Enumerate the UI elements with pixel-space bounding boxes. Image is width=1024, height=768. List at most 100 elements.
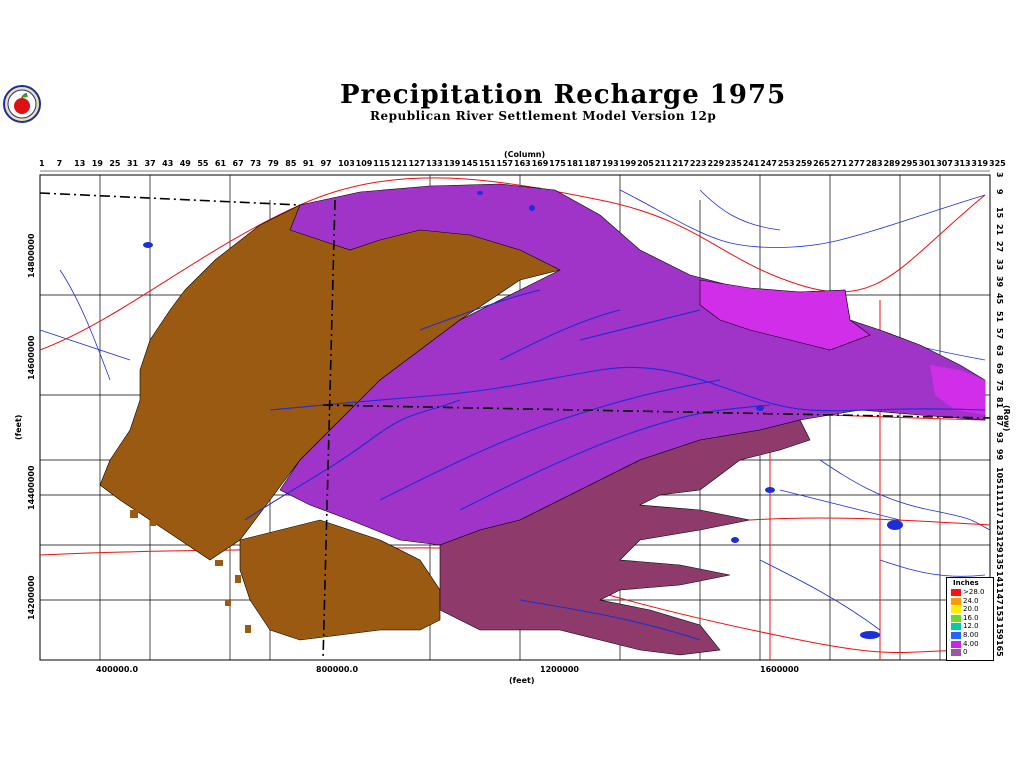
column-tick-label: 91 [302,159,315,168]
sparse-cells [130,510,353,633]
row-tick-label: 111 [995,484,1004,501]
column-tick-label: 49 [179,159,191,168]
row-tick-label: 105 [995,466,1004,484]
column-tick-label: 199 [619,159,637,168]
column-tick-label: 241 [742,159,760,168]
row-tick-label: 39 [995,276,1004,288]
column-tick-label: 307 [936,159,953,168]
legend-item: 0 [951,648,991,657]
column-tick-label: 157 [496,159,514,168]
row-tick-label: 135 [995,553,1004,571]
column-tick-label: 265 [813,159,830,168]
column-tick-label: 151 [478,159,496,168]
column-tick-label: 175 [549,159,566,168]
column-tick-label: 37 [144,159,156,168]
y-tick-label: 14200000 [27,575,36,620]
column-tick-label: 43 [162,159,174,168]
column-tick-label: 133 [426,159,443,168]
x-tick-label: 800000.0 [316,665,359,674]
row-tick-label: 159 [995,622,1004,640]
column-tick-label: 325 [989,159,1006,168]
column-tick-label: 109 [355,159,373,168]
page-subtitle: Republican River Settlement Model Versio… [370,109,717,123]
row-tick-label: 51 [995,310,1004,322]
column-tick-label: 247 [760,159,777,168]
legend-label: 8.00 [963,631,979,639]
legend-label: 16.0 [963,613,979,622]
legend-label: 0 [963,648,968,657]
apple-icon [3,85,41,123]
legend-swatch [951,632,961,639]
row-tick-label: 63 [995,345,1004,357]
legend-swatch [951,649,961,657]
row-tick-label: 21 [995,224,1004,236]
legend-label: >28.0 [963,588,985,596]
row-tick-label: 117 [995,501,1004,519]
legend-item: 8.00 [951,631,991,640]
row-tick-label: 129 [995,536,1004,553]
column-tick-label: 55 [197,159,209,168]
column-axis-title: (Column) [504,150,546,159]
legend: Inches >28.0 24.0 20.0 16.0 12.0 8.00 4.00 0 [946,577,994,661]
column-tick-label: 205 [637,159,654,168]
recharge-zone-magenta [699,279,871,351]
legend-item: 24.0 [951,597,991,606]
row-tick-label: 165 [995,640,1004,657]
column-tick-label: 67 [232,159,244,168]
y-tick-label: 14800000 [27,233,36,278]
column-tick-label: 277 [848,159,865,168]
column-tick-label: 223 [689,159,707,168]
legend-swatch [951,606,961,614]
row-tick-label: 3 [995,172,1004,178]
column-tick-label: 97 [320,159,332,168]
column-tick-label: 217 [672,159,690,168]
column-tick-label: 61 [214,159,227,168]
row-tick-label: 87 [995,414,1004,426]
column-tick-label: 121 [390,159,408,168]
column-tick-label: 259 [795,159,813,168]
recharge-zone-plum [439,419,811,656]
column-tick-label: 283 [865,159,883,168]
legend-swatch [951,589,961,596]
column-tick-label: 25 [109,159,121,168]
row-tick-label: 75 [995,380,1004,392]
column-tick-label: 1 [39,159,45,168]
row-tick-label: 69 [995,362,1004,374]
row-tick-label: 15 [995,206,1004,218]
legend-label: 20.0 [963,605,979,614]
x-tick-label: 400000.0 [96,665,139,674]
legend-item: 16.0 [951,614,991,623]
row-tick-label: 57 [995,328,1004,340]
column-tick-label: 211 [654,159,672,168]
column-tick-label: 7 [56,159,63,168]
column-tick-label: 313 [953,159,971,168]
column-tick-label: 193 [601,159,619,168]
column-tick-label: 229 [707,159,725,168]
row-tick-label: 45 [995,293,1004,305]
legend-label: 12.0 [963,622,979,631]
column-tick-label: 295 [901,159,918,168]
legend-swatch [951,597,961,605]
legend-item: 4.00 [951,640,991,649]
column-tick-label: 13 [74,159,86,168]
legend-label: 4.00 [963,639,979,648]
column-tick-label: 169 [531,159,549,168]
y-axis-title: (feet) [14,414,23,440]
y-tick-label: 14600000 [27,335,36,380]
row-tick-label: 27 [995,241,1004,253]
row-tick-label: 81 [995,397,1004,409]
legend-swatch [951,623,961,631]
x-axis-title: (feet) [509,676,535,685]
column-tick-label: 79 [267,159,279,168]
column-tick-label: 145 [461,159,478,168]
column-tick-label: 127 [408,159,426,168]
column-tick-label: 271 [830,159,848,168]
y-tick-label: 14400000 [27,465,36,510]
row-tick-label: 33 [995,258,1004,270]
row-tick-label: 153 [995,605,1004,623]
column-tick-label: 85 [285,159,297,168]
row-tick-label: 93 [995,432,1004,444]
column-tick-label: 103 [338,159,355,168]
column-tick-label: 319 [971,159,989,168]
